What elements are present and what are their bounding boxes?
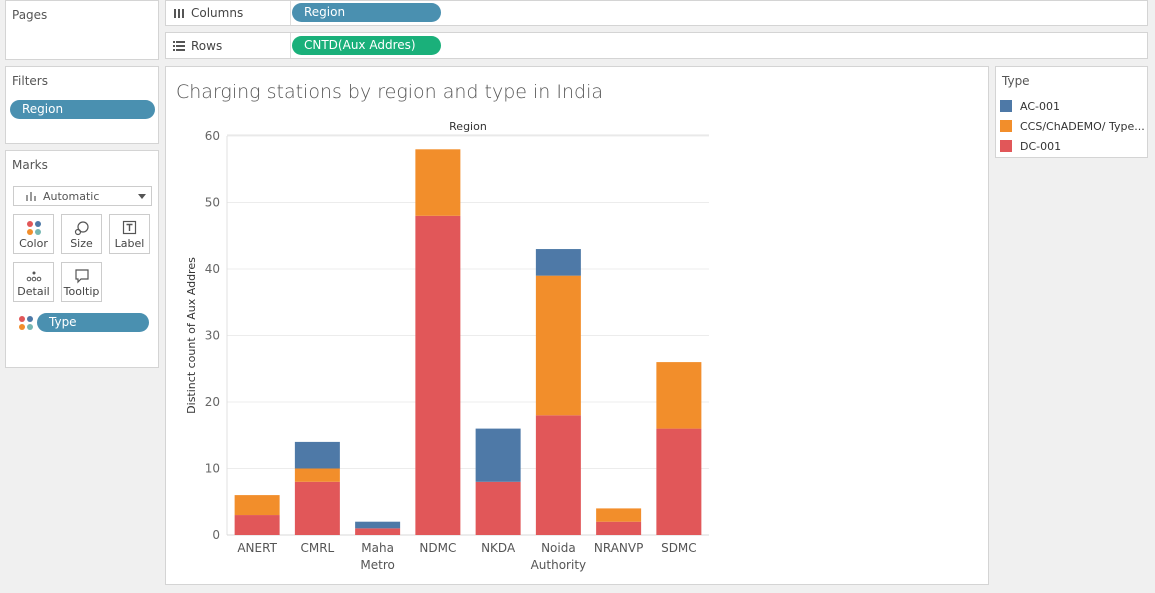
filters-card: Filters Region	[5, 66, 159, 144]
bar-segment	[415, 215, 461, 536]
bar-segment	[294, 468, 340, 482]
tooltip-icon	[75, 269, 89, 284]
size-button-label: Size	[70, 237, 93, 250]
legend-item-ccs[interactable]: CCS/ChADEMO/ Type...	[1000, 118, 1150, 136]
legend-label: AC-001	[1020, 100, 1060, 113]
bar-segment	[656, 362, 702, 429]
color-dots-icon	[19, 316, 33, 330]
rows-icon	[173, 41, 185, 51]
size-icon	[74, 221, 89, 236]
bar-segment	[234, 495, 280, 516]
chevron-down-icon	[138, 194, 146, 199]
x-tick-label: Noida	[541, 541, 576, 555]
bar-chart: Region 0 10 20 30 40 50 60 Distinct count of Aux…	[185, 120, 709, 572]
mark-type-dropdown[interactable]: Automatic	[13, 186, 152, 206]
bar-segment	[535, 275, 581, 416]
x-tick-label: Metro	[360, 558, 394, 572]
bar-segment	[475, 481, 521, 535]
filter-pill-region[interactable]: Region	[10, 100, 155, 119]
bar-segment	[656, 428, 702, 535]
legend-label: DC-001	[1020, 140, 1062, 153]
columns-label: Columns	[191, 6, 244, 20]
bar-segment	[234, 515, 280, 535]
chart-title: Charging stations by region and type in …	[176, 81, 603, 103]
x-tick-label: Maha	[361, 541, 394, 555]
tooltip-button[interactable]: Tooltip	[61, 262, 102, 302]
detail-icon	[26, 271, 42, 282]
detail-button[interactable]: Detail	[13, 262, 54, 302]
legend-item-ac-001[interactable]: AC-001	[1000, 98, 1150, 116]
marks-title: Marks	[12, 158, 48, 172]
color-icon	[27, 221, 41, 235]
y-tick-label: 30	[205, 329, 220, 343]
x-tick-label: SDMC	[661, 541, 697, 555]
size-button[interactable]: Size	[61, 214, 102, 254]
tooltip-button-label: Tooltip	[63, 285, 100, 298]
columns-icon	[174, 9, 184, 18]
y-tick-label: 50	[205, 196, 220, 210]
x-tick-label: CMRL	[300, 541, 334, 555]
bar-segment	[294, 441, 340, 469]
legend-card: Type AC-001 CCS/ChADEMO/ Type... DC-001	[995, 66, 1148, 158]
legend-swatch	[1000, 100, 1012, 112]
marks-color-pill-type[interactable]: Type	[37, 313, 149, 332]
label-icon	[122, 220, 137, 235]
x-tick-label: NRANVP	[594, 541, 643, 555]
bar-segment	[355, 521, 401, 529]
label-button-label: Label	[114, 237, 145, 250]
y-tick-label: 10	[205, 462, 220, 476]
bar-segment	[596, 508, 642, 522]
color-button[interactable]: Color	[13, 214, 54, 254]
rows-label: Rows	[191, 39, 223, 53]
legend-swatch	[1000, 120, 1012, 132]
bar-segment	[535, 249, 581, 276]
pages-card: Pages	[5, 0, 159, 60]
rows-pill-cntd[interactable]: CNTD(Aux Addres)	[292, 36, 441, 55]
bar-chart-icon	[26, 192, 36, 201]
legend-title: Type	[1002, 74, 1030, 88]
y-tick-label: 40	[205, 262, 220, 276]
columns-divider	[290, 1, 291, 25]
detail-button-label: Detail	[17, 285, 50, 298]
x-tick-label: ANERT	[237, 541, 277, 555]
label-button[interactable]: Label	[109, 214, 150, 254]
marks-card: Marks Automatic Color Size Label	[5, 150, 159, 368]
bar-segment	[535, 415, 581, 535]
chart-card: Charging stations by region and type in …	[165, 66, 989, 585]
y-tick-label: 20	[205, 395, 220, 409]
rows-shelf[interactable]: Rows CNTD(Aux Addres)	[165, 32, 1148, 59]
column-header: Region	[449, 120, 487, 133]
rows-divider	[290, 33, 291, 58]
bar-segment	[475, 428, 521, 482]
filters-title: Filters	[12, 74, 48, 88]
y-tick-label: 0	[212, 528, 220, 542]
legend-label: CCS/ChADEMO/ Type...	[1020, 120, 1145, 133]
x-tick-label: NDMC	[419, 541, 456, 555]
columns-pill-region[interactable]: Region	[292, 3, 441, 22]
bar-segment	[596, 521, 642, 535]
x-tick-label: NKDA	[481, 541, 516, 555]
legend-item-dc-001[interactable]: DC-001	[1000, 138, 1150, 156]
bar-segment	[294, 481, 340, 535]
bar-segment	[355, 528, 401, 535]
mark-type-value: Automatic	[43, 190, 100, 203]
color-button-label: Color	[19, 237, 48, 250]
legend-swatch	[1000, 140, 1012, 152]
columns-shelf[interactable]: Columns Region	[165, 0, 1148, 26]
pages-title: Pages	[12, 8, 48, 22]
y-axis-title: Distinct count of Aux Addres	[185, 257, 198, 414]
y-tick-label: 60	[205, 129, 220, 143]
bar-segment	[415, 149, 461, 216]
x-tick-label: Authority	[531, 558, 587, 572]
